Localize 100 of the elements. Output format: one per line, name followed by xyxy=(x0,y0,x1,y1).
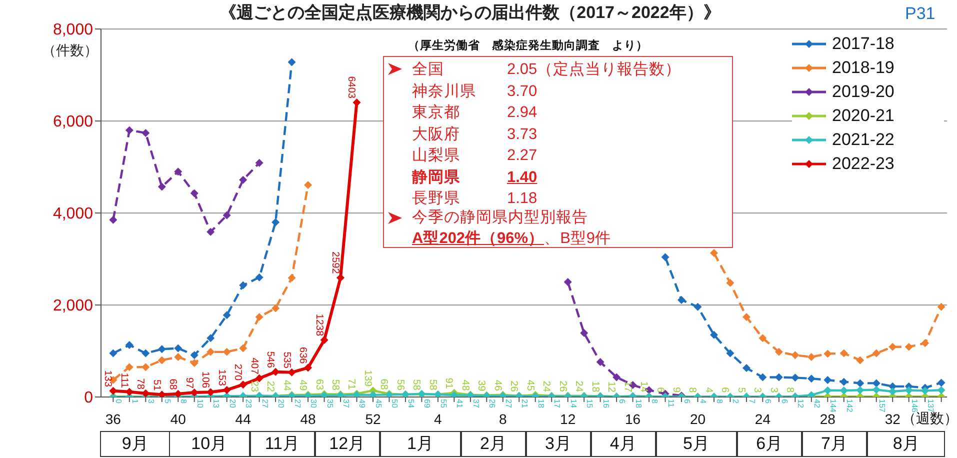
point xyxy=(840,349,848,358)
data-label: 11 xyxy=(666,399,676,408)
point xyxy=(174,168,182,176)
point xyxy=(888,342,897,351)
annotation: 山梨県 xyxy=(412,146,461,166)
data-label: 3 xyxy=(752,387,763,394)
point xyxy=(807,352,816,361)
point xyxy=(206,348,215,356)
y-axis-title: （件数） xyxy=(42,42,98,60)
point xyxy=(206,388,215,396)
data-label: 0 xyxy=(114,399,124,404)
point xyxy=(937,378,946,387)
x-tick-label: 52 xyxy=(365,410,381,427)
data-label: 68 xyxy=(167,378,178,390)
point xyxy=(937,302,946,311)
legend-label: 2019-20 xyxy=(832,82,894,102)
x-tick-label: 12 xyxy=(560,410,576,427)
data-label: 535 xyxy=(280,352,292,369)
annotation: 静岡県 xyxy=(412,168,461,188)
data-label: 78 xyxy=(134,378,146,390)
point xyxy=(255,273,264,282)
text: 4月 xyxy=(590,431,656,457)
data-label: 23 xyxy=(244,399,254,408)
point xyxy=(239,380,248,389)
data-label: 5 xyxy=(735,387,746,394)
annotation: 3.73 xyxy=(507,126,538,142)
data-label: 20 xyxy=(228,399,237,408)
data-label: 24 xyxy=(573,380,584,392)
annotation: 3.70 xyxy=(507,82,538,100)
point xyxy=(222,348,231,356)
data-label: 15 xyxy=(585,399,594,408)
point xyxy=(937,386,946,394)
x-tick-label: 48 xyxy=(300,410,316,427)
data-label: 30 xyxy=(309,399,318,408)
annotation: 2.27 xyxy=(507,147,538,164)
data-label: 45 xyxy=(524,380,536,392)
data-label: 8 xyxy=(784,387,796,394)
annotation: 全国 xyxy=(412,60,445,80)
point xyxy=(856,379,864,388)
data-label: 37 xyxy=(471,399,480,408)
data-label: 51 xyxy=(150,380,162,392)
legend-label: 2018-19 xyxy=(832,58,894,78)
text: 12月 xyxy=(314,431,380,457)
point xyxy=(304,364,312,372)
data-label: 6 xyxy=(764,399,773,404)
point xyxy=(239,176,248,184)
annotation: 1.40 xyxy=(507,168,538,186)
point xyxy=(142,128,150,137)
x-tick-label: 44 xyxy=(235,410,252,427)
point xyxy=(352,98,361,106)
point xyxy=(109,216,118,224)
data-label: 137 xyxy=(926,399,936,413)
annotation: 1.18 xyxy=(507,190,538,207)
data-label: 8 xyxy=(714,399,724,404)
data-label: 6 xyxy=(682,399,692,404)
data-label: 8 xyxy=(686,387,698,394)
data-label: 23 xyxy=(248,380,260,392)
annotation: 2.05（定点当り報告数） xyxy=(507,61,682,78)
point xyxy=(872,386,880,394)
point xyxy=(824,376,832,384)
point xyxy=(222,386,231,394)
point xyxy=(596,358,604,366)
point xyxy=(222,311,231,320)
text: 10月 xyxy=(168,431,250,457)
data-label: 26 xyxy=(508,380,520,392)
point xyxy=(206,228,215,236)
point xyxy=(710,330,718,339)
text: P31 xyxy=(905,4,936,24)
data-label: 49 xyxy=(358,399,367,408)
point xyxy=(564,278,572,286)
text: 2月 xyxy=(460,431,526,457)
data-label: 39 xyxy=(476,380,487,392)
point xyxy=(872,349,880,358)
data-label: 44 xyxy=(280,380,292,392)
point xyxy=(190,358,198,367)
data-label: 4 xyxy=(698,399,708,404)
point xyxy=(125,363,134,372)
data-label: 7 xyxy=(747,399,756,404)
data-label: 46 xyxy=(492,380,503,392)
data-label: 13 xyxy=(212,399,221,408)
annotation: 、B型9件 xyxy=(544,230,612,247)
y-tick-label: 2,000 xyxy=(52,298,94,315)
data-label: 18 xyxy=(634,399,643,408)
data-label: 54 xyxy=(406,399,416,408)
annotation: 大阪府 xyxy=(412,124,461,144)
x-tick-label: 24 xyxy=(754,410,771,427)
point xyxy=(255,312,264,321)
data-label: 6403 xyxy=(346,76,357,99)
annotation: （厚生労働省 感染症発生動向調査 より） xyxy=(408,38,648,53)
legend-label: 2022-23 xyxy=(832,154,894,174)
data-label: 106 xyxy=(200,371,211,389)
data-label: 22 xyxy=(264,380,276,392)
point xyxy=(678,296,686,304)
point xyxy=(742,312,750,321)
data-label: 407 xyxy=(248,358,260,375)
data-label: 3 xyxy=(768,387,779,394)
point xyxy=(791,351,800,360)
data-label: 49 xyxy=(297,380,308,392)
point xyxy=(807,374,816,383)
point xyxy=(694,302,702,311)
